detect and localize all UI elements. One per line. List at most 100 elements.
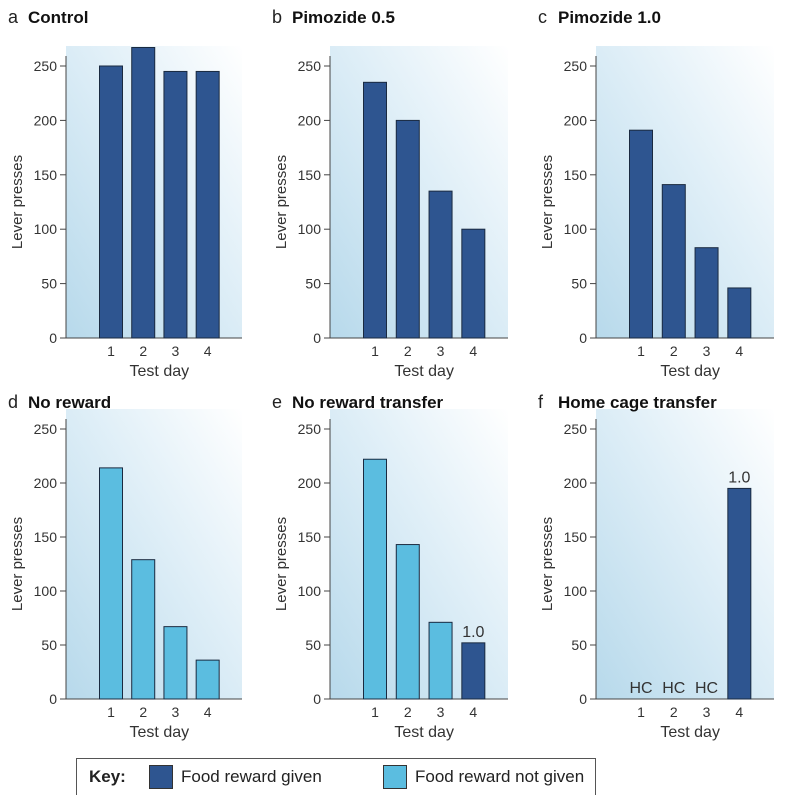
panel-letter: a: [8, 7, 19, 27]
panel-title: No reward: [28, 393, 111, 412]
y-axis-label: Lever presses: [539, 517, 556, 611]
x-tick-label: 1: [637, 343, 645, 359]
bar-annotation: HC: [629, 680, 652, 697]
y-tick-label: 0: [579, 691, 587, 707]
bar-day-2: [395, 544, 420, 700]
y-tick-label: 50: [41, 637, 57, 653]
panel-letter: d: [8, 392, 18, 412]
panel-title: Pimozide 1.0: [558, 8, 661, 27]
bar-day-1: [363, 458, 387, 700]
x-tick-label: 2: [139, 704, 147, 720]
panel-title: Control: [28, 8, 88, 27]
x-tick-label: 4: [204, 704, 212, 720]
y-tick-label: 150: [564, 167, 588, 183]
bar-day-2: [661, 184, 686, 339]
bar-day-4: [195, 659, 220, 700]
x-tick-label: 2: [670, 343, 678, 359]
y-axis-label: Lever presses: [539, 155, 556, 249]
x-tick-label: 2: [670, 704, 678, 720]
y-tick-label: 100: [564, 221, 588, 237]
panel-a: a Control 0 50 100 150 200 250 Lever presses 1 2 3 4…: [8, 7, 242, 380]
bar-annotation: 1.0: [462, 624, 484, 641]
y-tick-label: 0: [313, 691, 321, 707]
y-tick-label: 50: [41, 276, 57, 292]
bar-day-3: [428, 621, 453, 700]
y-tick-label: 0: [579, 330, 587, 346]
panel-f: f Home cage transfer 0 50 100 150 200 250 Lever …: [538, 392, 774, 741]
bar-day-4: [727, 487, 752, 700]
y-axis-label: Lever presses: [273, 517, 290, 611]
y-tick-label: 200: [298, 112, 322, 128]
bar-day-2: [395, 119, 420, 339]
y-tick-label: 200: [564, 112, 588, 128]
y-tick-label: 150: [564, 529, 588, 545]
y-tick-label: 100: [298, 221, 322, 237]
x-tick-label: 1: [107, 704, 115, 720]
legend-item-given: Food reward given: [149, 764, 322, 790]
y-tick-label: 100: [34, 583, 58, 599]
bar-day-4: [727, 287, 752, 339]
y-tick-label: 100: [564, 583, 588, 599]
y-tick-label: 50: [571, 276, 587, 292]
bar-annotation: 1.0: [728, 469, 750, 486]
bar-day-4: [461, 642, 486, 700]
x-axis-label: Test day: [660, 363, 720, 380]
panel-b: b Pimozide 0.5 0 50 100 150 200 250 Lever presse…: [272, 7, 508, 380]
bar-annotation: HC: [662, 680, 685, 697]
legend-label-not-given: Food reward not given: [415, 767, 585, 786]
y-axis-label: Lever presses: [9, 155, 26, 249]
x-tick-label: 4: [469, 704, 477, 720]
panel-letter: b: [272, 7, 282, 27]
y-tick-label: 250: [34, 58, 58, 74]
x-tick-label: 2: [404, 704, 412, 720]
x-tick-label: 4: [735, 343, 743, 359]
legend-item-not-given: Food reward not given: [383, 764, 584, 790]
x-axis-label: Test day: [130, 724, 190, 741]
bar-day-1: [629, 129, 653, 339]
panel-title: Home cage transfer: [558, 393, 717, 412]
bar-day-3: [163, 626, 188, 700]
legend-title: Key:: [89, 767, 126, 786]
x-tick-label: 3: [703, 343, 711, 359]
bar-day-1: [363, 81, 387, 339]
bar-day-3: [694, 247, 719, 339]
bar-day-2: [131, 47, 156, 339]
bar-day-4: [461, 228, 486, 339]
panel-title: Pimozide 0.5: [292, 8, 395, 27]
y-tick-label: 200: [34, 112, 58, 128]
bar-annotation: HC: [695, 680, 718, 697]
y-tick-label: 150: [34, 167, 58, 183]
y-tick-label: 150: [298, 167, 322, 183]
x-tick-label: 4: [735, 704, 743, 720]
y-tick-label: 100: [298, 583, 322, 599]
y-tick-label: 200: [298, 475, 322, 491]
y-tick-label: 250: [564, 58, 588, 74]
x-axis-label: Test day: [394, 363, 454, 380]
bar-day-1: [99, 467, 123, 700]
x-tick-label: 2: [404, 343, 412, 359]
x-axis-label: Test day: [660, 724, 720, 741]
y-tick-label: 50: [305, 637, 321, 653]
y-tick-label: 250: [34, 421, 58, 437]
panel-c: c Pimozide 1.0 0 50 100 150 200 250 Lever presse…: [538, 7, 774, 380]
x-tick-label: 1: [107, 343, 115, 359]
y-tick-label: 50: [305, 276, 321, 292]
legend: Key: Food reward given Food reward not g…: [76, 758, 596, 795]
x-tick-label: 4: [469, 343, 477, 359]
x-tick-label: 3: [172, 704, 180, 720]
y-axis-label: Lever presses: [9, 517, 26, 611]
x-tick-label: 3: [172, 343, 180, 359]
y-axis-label: Lever presses: [273, 155, 290, 249]
y-tick-label: 200: [564, 475, 588, 491]
panel-e: e No reward transfer 0 50 100 150 200 250 Lever …: [272, 392, 508, 741]
panel-title: No reward transfer: [292, 393, 444, 412]
x-tick-label: 3: [437, 343, 445, 359]
y-tick-label: 0: [49, 691, 57, 707]
legend-swatch-given: [149, 765, 173, 789]
x-axis-label: Test day: [130, 363, 190, 380]
y-tick-label: 50: [571, 637, 587, 653]
y-tick-label: 0: [49, 330, 57, 346]
bar-day-3: [163, 70, 188, 339]
bar-day-4: [195, 70, 220, 339]
